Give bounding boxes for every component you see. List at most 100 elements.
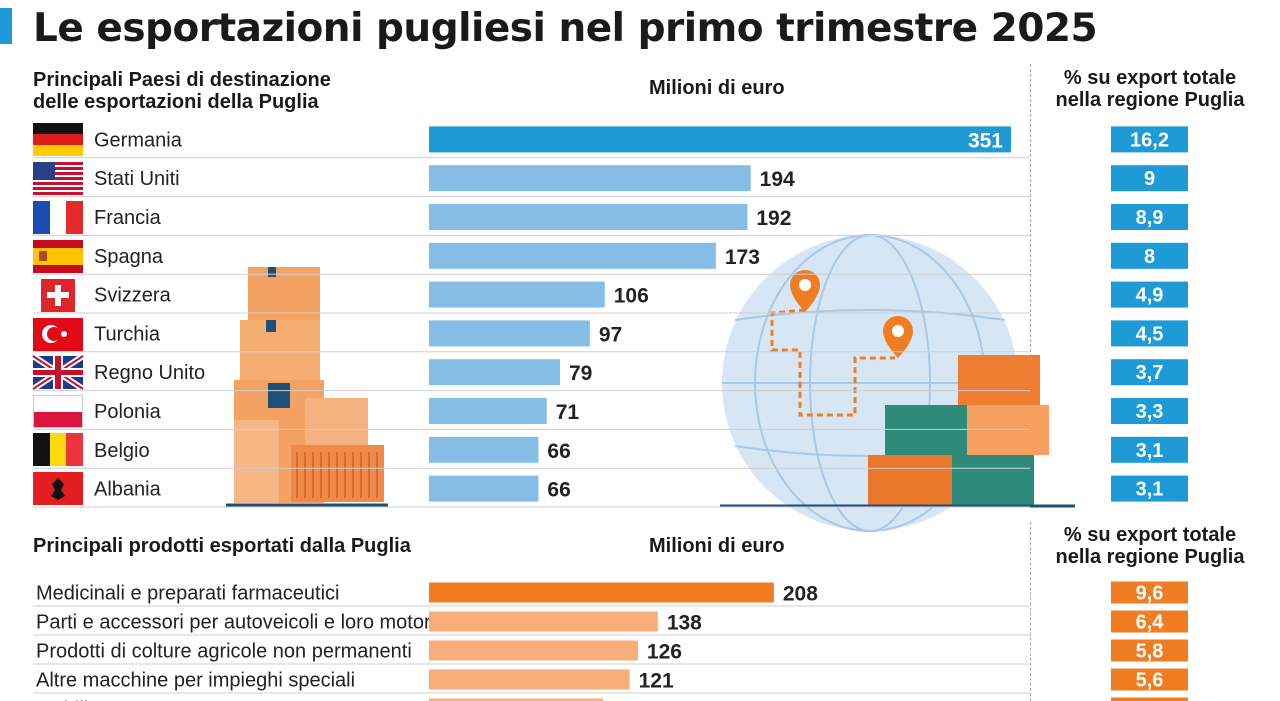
country-label: Belgio (94, 440, 150, 462)
country-bar (429, 475, 539, 502)
country-value-label: 66 (547, 440, 570, 463)
product-label: Prodotti di colture agricole non permane… (36, 641, 412, 663)
country-pct-badge (1111, 436, 1188, 463)
country-value-label: 351 (968, 129, 1003, 152)
flag-switzerland-icon (41, 279, 75, 312)
country-value-label: 97 (599, 323, 622, 346)
country-bar (429, 320, 590, 347)
country-pct-label: 4,5 (1136, 323, 1164, 345)
countries-pct-header-line-1: % su export totale (1063, 67, 1237, 89)
flag-belgium-icon (33, 433, 83, 466)
product-bar (429, 640, 638, 661)
country-pct-badge (1111, 281, 1188, 308)
countries-header-left: Principali Paesi di destinazione delle e… (33, 69, 331, 113)
country-value-label: 71 (556, 401, 580, 424)
product-bar (429, 669, 630, 690)
country-label: Regno Unito (94, 362, 205, 384)
country-bar (429, 398, 547, 424)
product-pct-label: 5,8 (1136, 641, 1164, 663)
countries-header-line-1: Principali Paesi di destinazione (33, 69, 331, 91)
flag-usa-icon (33, 162, 83, 195)
country-bar (429, 242, 716, 269)
product-label: Parti e accessori per autoveicoli e loro… (36, 612, 435, 634)
flag-turkey-icon (33, 318, 83, 351)
product-pct-label: 6,4 (1136, 612, 1165, 634)
product-value-label: 105 (612, 699, 647, 701)
product-pct-badge (1111, 639, 1188, 662)
flag-spain-icon (33, 240, 83, 273)
flags (31, 123, 85, 505)
product-value-label: 126 (647, 641, 682, 664)
product-value-label: 121 (639, 670, 674, 693)
product-pct-badge (1111, 668, 1188, 691)
flag-france-icon (33, 201, 83, 234)
country-pct-badge (1111, 398, 1188, 424)
product-label: Altre macchine per impieghi speciali (36, 670, 355, 692)
country-pct-badge (1111, 126, 1188, 153)
country-value-label: 106 (614, 285, 649, 308)
country-pct-label: 8 (1144, 246, 1155, 268)
country-pct-badge (1111, 359, 1188, 386)
page-title: Le esportazioni pugliesi nel primo trime… (33, 6, 1098, 51)
country-pct-label: 4,9 (1136, 285, 1164, 307)
country-pct-badge (1111, 242, 1188, 269)
country-pct-label: 3,1 (1136, 479, 1164, 501)
product-pct-label: 5,6 (1136, 670, 1164, 692)
country-label: Polonia (94, 401, 162, 423)
flag-albania-icon (33, 472, 83, 505)
country-pct-label: 8,9 (1136, 207, 1164, 229)
country-pct-badge (1111, 320, 1188, 347)
flag-poland-icon (33, 395, 83, 428)
countries-header-right: % su export totale nella regione Puglia (1040, 67, 1260, 111)
country-pct-badge (1111, 204, 1188, 230)
product-value-label: 208 (783, 583, 818, 606)
title-accent-bar (0, 8, 12, 44)
country-value-label: 66 (547, 479, 570, 502)
country-pct-label: 16,2 (1130, 129, 1169, 151)
country-label: Stati Uniti (94, 168, 180, 190)
products-header-left: Principali prodotti esportati dalla Pugl… (33, 535, 411, 557)
countries-pct-header-line-2: nella regione Puglia (1055, 89, 1245, 111)
countries-header-line-2: delle esportazioni della Puglia (33, 91, 319, 113)
product-pct-badge (1111, 697, 1188, 701)
product-value-label: 138 (667, 612, 702, 635)
products-header-right: % su export totale nella regione Puglia (1040, 524, 1260, 568)
country-bar (429, 126, 1011, 153)
product-pct-label: 9,6 (1136, 583, 1164, 605)
country-pct-badge (1111, 165, 1188, 192)
country-value-label: 79 (569, 362, 592, 385)
countries-divider (1030, 64, 1031, 502)
product-bar (429, 611, 658, 632)
country-label: Germania (94, 129, 183, 151)
products-pct-header-line-2: nella regione Puglia (1055, 546, 1245, 568)
products-header-mid: Milioni di euro (649, 535, 785, 557)
product-bar (429, 582, 774, 603)
globe-illustration (720, 234, 1075, 532)
country-bar (429, 436, 539, 463)
flag-uk-icon (31, 353, 85, 392)
flag-germany-icon (33, 123, 83, 156)
product-label: Mobili (36, 699, 88, 701)
product-pct-badge (1111, 581, 1188, 604)
country-pct-label: 3,7 (1136, 362, 1164, 384)
product-pct-label: 4,8 (1136, 699, 1164, 701)
country-bar (429, 165, 751, 192)
country-bar (429, 204, 748, 230)
products-divider (1030, 522, 1031, 701)
product-pct-badge (1111, 610, 1188, 633)
country-pct-label: 9 (1144, 168, 1155, 190)
country-bar (429, 281, 605, 308)
product-label: Medicinali e preparati farmaceutici (36, 583, 339, 605)
product-bar (429, 698, 604, 701)
boxes-illustration (226, 267, 388, 507)
country-bar (429, 359, 560, 386)
countries-header-mid: Milioni di euro (649, 77, 785, 99)
country-label: Spagna (94, 246, 164, 268)
country-label: Svizzera (94, 285, 172, 307)
country-pct-label: 3,1 (1136, 440, 1164, 462)
country-pct-label: 3,3 (1136, 401, 1164, 423)
country-label: Albania (94, 479, 162, 501)
country-value-label: 173 (725, 246, 760, 269)
country-value-label: 192 (756, 207, 791, 230)
